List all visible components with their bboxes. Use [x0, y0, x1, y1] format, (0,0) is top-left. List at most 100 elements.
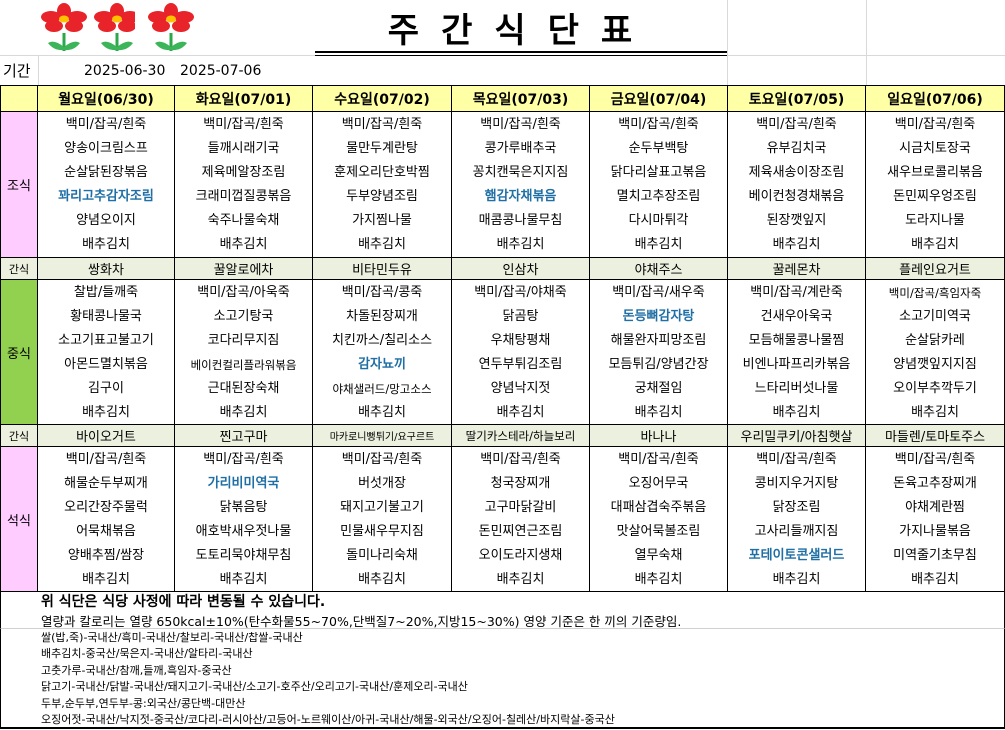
menu-item: 제육새송이장조림	[748, 165, 845, 180]
menu-item: 해물완자피망조림	[610, 333, 707, 348]
menu-item: 모듬튀김/양념간장	[608, 357, 709, 372]
day-header: 화요일(07/01)	[175, 86, 313, 112]
menu-item: 느타리버섯나물	[754, 381, 839, 396]
menu-item: 맛살어묵볼조림	[616, 524, 701, 539]
snack-cell: 마들렌/토마토주스	[866, 425, 1005, 447]
menu-item: 배추김치	[772, 572, 821, 587]
menu-item: 청국장찌개	[490, 476, 551, 491]
menu-item: 닭곰탕	[502, 309, 539, 324]
menu-item: 베이컨청경채볶음	[748, 189, 845, 204]
menu-item: 백미/잡곡/흰죽	[480, 117, 561, 132]
menu-item: 순두부백탕	[628, 141, 689, 156]
origin-line: 쌀(밥,죽)-국내산/흑미-국내산/찰보리-국내산/찹쌀-국내산	[41, 631, 303, 644]
menu-item: 백미/잡곡/흰죽	[618, 117, 699, 132]
menu-item: 백미/잡곡/흰죽	[756, 452, 837, 467]
lunch-menu-cell: 백미/잡곡/콩죽 차돌된장찌개 치킨까스/칠리소스 감자뇨끼 야채샐러드/망고소스 배추김…	[313, 280, 452, 425]
menu-item: 고구마닭갈비	[484, 500, 557, 515]
lunch-menu-cell: 백미/잡곡/흑임자죽 소고기미역국 순살닭카레 양념깻잎지지짐 오이부추깍두기 배추김치	[866, 280, 1005, 425]
menu-item: 꽈리고추감자조림	[58, 189, 154, 204]
snack-cell: 인삼차	[452, 258, 590, 280]
menu-item: 소고기표고불고기	[58, 333, 154, 348]
menu-item: 닭다리살표고볶음	[610, 165, 707, 180]
menu-item: 백미/잡곡/아욱죽	[197, 285, 290, 300]
menu-item: 가지나물볶음	[899, 524, 971, 539]
menu-item: 배추김치	[911, 572, 959, 587]
breakfast-menu-cell: 백미/잡곡/흰죽 유부김치국 제육새송이장조림 베이컨청경채볶음 된장깻잎지 배추김치	[728, 112, 866, 258]
page-title: 주간식단표	[387, 11, 655, 51]
menu-item: 크래미껍질콩볶음	[195, 189, 292, 204]
menu-item: 꽁치캔묵은지지짐	[472, 165, 569, 180]
menu-item: 배추김치	[358, 237, 406, 252]
menu-item: 배추김치	[496, 405, 545, 420]
menu-item: 도라지나물	[905, 213, 965, 228]
menu-item: 백미/잡곡/흰죽	[618, 452, 699, 467]
menu-item: 배추김치	[358, 572, 406, 587]
menu-item: 감자뇨끼	[358, 357, 406, 372]
snack-cell: 꿀알로에차	[175, 258, 313, 280]
breakfast-menu-cell: 백미/잡곡/흰죽 들깨시래기국 제육메알장조림 크래미껍질콩볶음 숙주나물숙채 배추김치	[175, 112, 313, 258]
table-border	[0, 85, 1005, 86]
menu-item: 매콤콩나물무침	[478, 213, 563, 228]
menu-item: 백미/잡곡/흰죽	[894, 452, 976, 467]
origin-line: 배추김치-중국산/묵은지-국내산/알타리-국내산	[41, 647, 253, 661]
menu-item: 차돌된장찌개	[346, 309, 418, 324]
menu-item: 돈등뼈감자탕	[622, 309, 695, 324]
menu-item: 백미/잡곡/흰죽	[341, 117, 423, 132]
menu-item: 백미/잡곡/흰죽	[480, 452, 561, 467]
menu-item: 근대된장숙채	[207, 381, 280, 396]
menu-item: 된장깻잎지	[766, 213, 827, 228]
menu-item: 고사리들깨지짐	[754, 524, 839, 539]
menu-item: 가리비미역국	[207, 476, 280, 491]
menu-item: 백미/잡곡/계란죽	[750, 285, 843, 300]
menu-item: 숙주나물숙채	[207, 213, 280, 228]
breakfast-menu-cell: 백미/잡곡/흰죽 양송이크림스프 순살닭된장볶음 꽈리고추감자조림 양념오이지 배추김치	[38, 112, 175, 258]
menu-item: 배추김치	[634, 572, 683, 587]
menu-item: 양배추찜/쌈장	[67, 548, 145, 563]
menu-item: 콩가루배추국	[484, 141, 557, 156]
menu-item: 백미/잡곡/흰죽	[65, 117, 147, 132]
menu-item: 배추김치	[772, 237, 821, 252]
meal-label-snack2: 간식	[0, 425, 38, 447]
meal-label-lunch: 중식	[0, 280, 38, 425]
menu-item: 치킨까스/칠리소스	[331, 333, 433, 348]
menu-item: 훈제오리단호박찜	[334, 165, 430, 180]
day-header: 토요일(07/05)	[728, 86, 866, 112]
menu-item: 양념낙지젓	[490, 381, 551, 396]
menu-item: 물만두계란탕	[346, 141, 418, 156]
menu-item: 백미/잡곡/흰죽	[756, 117, 837, 132]
breakfast-menu-cell: 백미/잡곡/흰죽 물만두계란탕 훈제오리단호박찜 두부양념조림 가지찜나물 배추김치	[313, 112, 452, 258]
period-label: 기간	[3, 62, 31, 80]
menu-item: 우채탕평채	[490, 333, 551, 348]
menu-item: 배추김치	[82, 405, 130, 420]
menu-item: 돈민찌우엉조림	[893, 189, 977, 204]
notice-line-1: 위 식단은 식당 사정에 따라 변동될 수 있습니다.	[41, 593, 326, 610]
origin-line: 고춧가루-국내산/참깨,들깨,흑임자-중국산	[41, 663, 232, 677]
menu-item: 오이도라지생채	[478, 548, 563, 563]
menu-item: 아몬드멸치볶음	[64, 357, 148, 372]
snack-cell: 플레인요거트	[866, 258, 1005, 280]
menu-item: 백미/잡곡/야채죽	[474, 285, 567, 300]
menu-item: 어묵채볶음	[76, 524, 136, 539]
menu-item: 배추김치	[219, 237, 268, 252]
dinner-menu-cell: 백미/잡곡/흰죽 콩비지우거지탕 닭장조림 고사리들깨지짐 포테이토콘샐러드 배추김치	[728, 447, 866, 592]
menu-item: 포테이토콘샐러드	[748, 548, 845, 563]
day-header: 수요일(07/02)	[313, 86, 452, 112]
snack-cell: 마카로니뻥튀기/요구르트	[313, 425, 452, 447]
menu-item: 오리간장주물럭	[64, 500, 148, 515]
grid-line	[727, 0, 728, 86]
day-header: 일요일(07/06)	[866, 86, 1005, 112]
snack-cell: 바이오거트	[38, 425, 175, 447]
lunch-menu-cell: 찰밥/들깨죽 황태콩나물국 소고기표고불고기 아몬드멸치볶음 김구이 배추김치	[38, 280, 175, 425]
dinner-menu-cell: 백미/잡곡/흰죽 가리비미역국 닭볶음탕 애호박새우젓나물 도토리묵야채무침 배추김치	[175, 447, 313, 592]
menu-item: 돼지고기불고기	[340, 500, 424, 515]
menu-item: 배추김치	[911, 237, 959, 252]
snack-cell: 딸기카스테라/하늘보리	[452, 425, 590, 447]
menu-item: 연두부튀김조림	[478, 357, 563, 372]
menu-item: 순살닭카레	[905, 333, 965, 348]
menu-item: 김구이	[88, 381, 124, 396]
menu-item: 대패삼겹숙주볶음	[610, 500, 707, 515]
snack-cell: 꿀레몬차	[728, 258, 866, 280]
menu-item: 비엔나파프리카볶음	[742, 357, 851, 372]
